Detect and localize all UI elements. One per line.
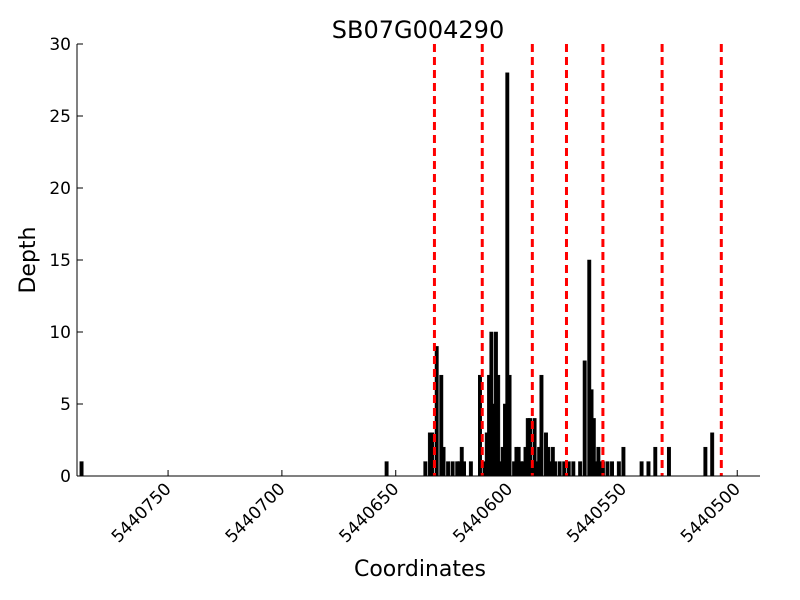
y-tick-label: 25 [49,107,71,127]
depth-bar [384,461,389,477]
depth-bar [646,461,651,477]
chart-title: SB07G004290 [332,16,504,44]
depth-bar [639,461,644,477]
depth-bar [653,446,658,477]
depth-bar [710,432,715,477]
vline-layer [432,44,723,476]
y-tick-label: 15 [49,251,71,271]
depth-bar [450,461,455,477]
depth-bar [616,461,621,477]
bars-layer [79,72,715,477]
y-ticks: 0 5 10 15 20 25 30 [49,35,83,487]
y-tick-label: 5 [60,395,71,415]
depth-bar [666,446,671,477]
depth-bar [441,446,446,477]
depth-bar [605,461,610,477]
depth-bar [539,374,544,477]
depth-bar [507,374,512,477]
depth-bar [468,461,473,477]
y-tick-label: 30 [49,35,71,55]
depth-bar [423,461,428,477]
depth-bar [557,461,562,477]
x-axis-label: Coordinates [354,557,486,582]
depth-bar [578,461,583,477]
depth-bar [582,360,587,477]
depth-bar [610,461,614,477]
depth-bar [571,461,576,477]
y-axis-label: Depth [16,226,41,293]
depth-bar [703,446,708,477]
depth-bar [496,374,501,477]
depth-bar [79,461,84,477]
y-tick-label: 20 [49,179,71,199]
depth-bar [462,461,466,477]
y-tick-label: 0 [60,467,71,487]
y-tick-label: 10 [49,323,71,343]
depth-bar [553,461,558,477]
depth-bar [446,461,451,477]
